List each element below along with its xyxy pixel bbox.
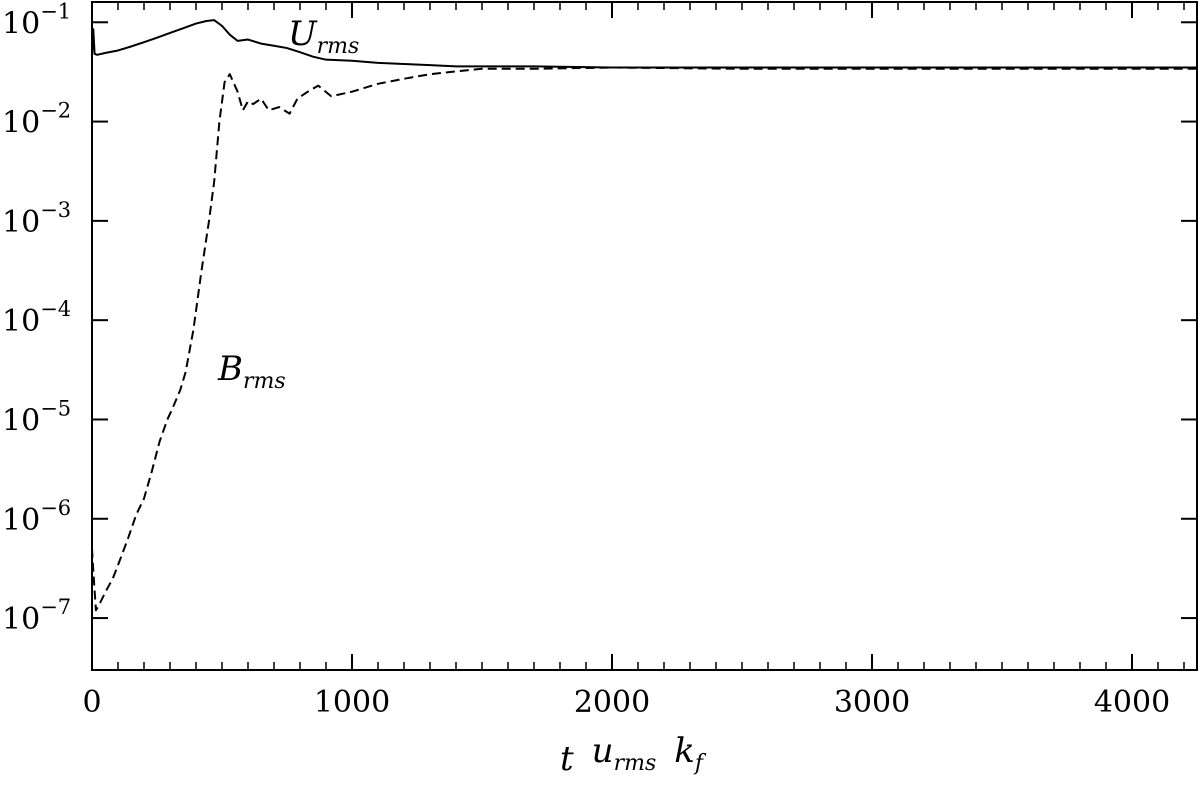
tick-marks	[91, 2, 1197, 670]
plot-frame	[91, 1, 1198, 671]
x-axis-label: t urms kf	[560, 731, 707, 779]
x-tick-labels: 0 1000 2000 3000 4000	[82, 685, 1170, 720]
y-tick-exponent: −1	[40, 0, 71, 23]
y-tick-base: 10	[2, 503, 40, 538]
x-axis-title-part: u	[592, 731, 614, 771]
series-label-sub: rms	[317, 34, 360, 59]
x-axis-title-subscript: rms	[614, 751, 657, 776]
y-tick-label: 10−1	[2, 0, 71, 41]
x-axis-title-part: t	[560, 739, 574, 779]
series-label-u-rms: Urms	[288, 14, 359, 59]
x-axis-title-subscript: f	[693, 751, 707, 776]
x-tick-label: 4000	[1094, 685, 1170, 720]
y-tick-label: 10−6	[2, 496, 71, 538]
y-tick-label: 10−3	[2, 198, 71, 240]
y-tick-base: 10	[2, 6, 40, 41]
y-tick-label: 10−7	[2, 595, 71, 637]
y-tick-exponent: −2	[40, 99, 71, 123]
y-tick-exponent: −3	[40, 198, 71, 222]
series-label-sub: rms	[243, 369, 286, 394]
y-tick-base: 10	[2, 602, 40, 637]
x-tick-label: 3000	[834, 685, 910, 720]
y-tick-exponent: −4	[40, 297, 71, 321]
y-tick-exponent: −7	[40, 595, 71, 619]
x-axis-title: t urms kf	[560, 731, 707, 779]
x-tick-label: 2000	[574, 685, 650, 720]
y-tick-base: 10	[2, 106, 40, 141]
series-lines	[91, 19, 1197, 612]
y-tick-label: 10−5	[2, 396, 71, 438]
x-axis-title-part: k	[674, 731, 695, 771]
y-tick-base: 10	[2, 403, 40, 438]
y-tick-base: 10	[2, 304, 40, 339]
y-tick-label: 10−4	[2, 297, 71, 339]
x-tick-label: 1000	[314, 685, 390, 720]
series-line-b-rms	[91, 66, 1197, 612]
y-tick-labels: 10−110−210−310−410−510−610−7	[2, 0, 71, 637]
series-line-u-rms	[91, 19, 1197, 69]
series-label-b-rms: Brms	[217, 349, 286, 394]
series-label-main: B	[217, 349, 243, 389]
y-tick-exponent: −5	[40, 396, 71, 420]
y-tick-label: 10−2	[2, 99, 71, 141]
y-tick-exponent: −6	[40, 496, 71, 520]
series-label-main: U	[288, 14, 318, 54]
y-tick-base: 10	[2, 205, 40, 240]
x-tick-label: 0	[82, 685, 101, 720]
